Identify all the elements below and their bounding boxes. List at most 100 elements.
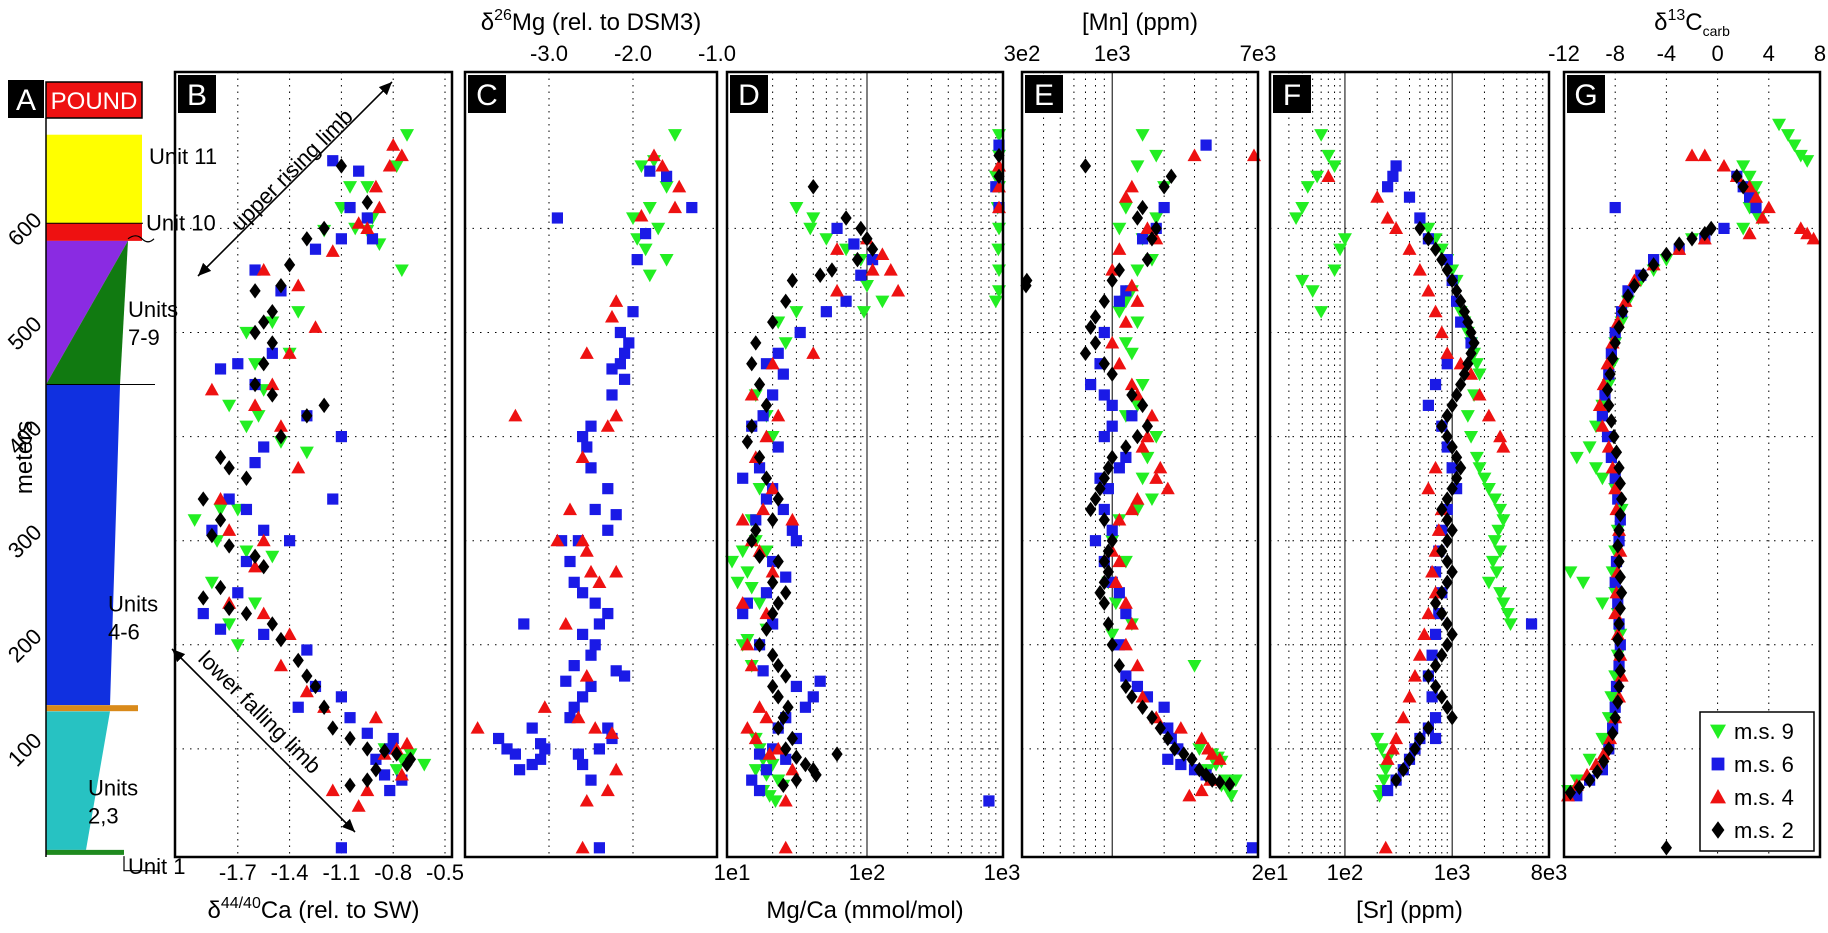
data-point: [1472, 462, 1487, 475]
data-point: [344, 777, 356, 794]
data-point: [1118, 596, 1133, 609]
lower-limb-label: lower falling limb: [193, 646, 326, 779]
data-point: [575, 840, 590, 854]
data-point: [1146, 231, 1158, 247]
data-point: [1337, 233, 1352, 246]
x-tick-label: 1e3: [1094, 41, 1131, 66]
data-point: [659, 254, 674, 267]
data-point: [806, 346, 821, 359]
data-point: [1469, 451, 1484, 465]
data-point: [1589, 757, 1603, 771]
data-point: [384, 743, 396, 755]
data-point: [1385, 741, 1400, 755]
data-point: [400, 129, 415, 142]
data-point: [993, 147, 1005, 164]
data-point: [614, 326, 626, 339]
data-point: [579, 669, 594, 682]
data-point: [361, 741, 373, 757]
data-point: [1614, 639, 1626, 651]
data-point: [1455, 376, 1467, 393]
data-point: [609, 294, 624, 307]
data-point: [1085, 378, 1097, 391]
data-point: [204, 576, 219, 590]
data-point: [258, 628, 270, 640]
data-point: [1564, 784, 1576, 801]
data-point: [638, 243, 653, 257]
data-point: [1327, 264, 1342, 278]
x-tick-label: -1.4: [271, 860, 309, 885]
data-point: [1425, 564, 1440, 578]
data-point: [1130, 160, 1145, 173]
data-point: [1380, 210, 1395, 224]
data-point: [249, 324, 261, 341]
data-point: [1085, 319, 1097, 335]
data-point: [602, 524, 614, 536]
data-point: [266, 347, 278, 359]
data-point: [883, 263, 898, 276]
data-point: [753, 548, 766, 565]
data-point: [1613, 460, 1625, 476]
data-point: [1605, 451, 1617, 464]
data-point: [1742, 226, 1757, 240]
data-point: [1205, 747, 1220, 760]
data-point: [1731, 168, 1743, 185]
data-point: [1613, 319, 1625, 335]
data-point: [1140, 221, 1155, 234]
data-point: [384, 784, 396, 797]
data-point: [572, 748, 584, 760]
data-point: [551, 212, 563, 224]
data-point: [593, 618, 605, 630]
data-point: [585, 680, 597, 693]
data-point: [1314, 306, 1329, 319]
data-point: [351, 799, 366, 812]
data-point: [214, 449, 227, 466]
data-point: [785, 762, 800, 776]
data-point: [585, 420, 597, 432]
data-point: [335, 431, 347, 443]
data-point: [746, 533, 758, 549]
data-point: [740, 721, 755, 734]
data-point: [213, 492, 228, 505]
data-point: [642, 201, 657, 215]
data-point: [1422, 399, 1434, 411]
unit-label: Unit 11: [149, 144, 217, 169]
data-point: [865, 263, 880, 276]
data-point: [891, 283, 906, 297]
data-point: [1113, 587, 1125, 599]
data-point: [1105, 335, 1120, 349]
panel-letter: C: [476, 79, 498, 112]
data-point: [327, 720, 339, 736]
data-point: [1616, 491, 1628, 507]
series-m-s-2: [1390, 220, 1480, 788]
data-point: [588, 721, 603, 734]
data-point: [807, 691, 819, 703]
y-tick-label: 200: [3, 624, 47, 668]
y-tick-label: 500: [3, 311, 47, 355]
unit-10-block: [46, 223, 142, 241]
data-point: [1431, 523, 1446, 536]
data-point: [1685, 148, 1699, 162]
data-point: [1124, 179, 1139, 193]
data-point: [1186, 751, 1198, 768]
data-point: [1130, 492, 1145, 505]
data-point: [1112, 222, 1127, 236]
data-point: [780, 571, 792, 583]
data-point: [655, 158, 670, 172]
data-point: [1563, 566, 1578, 579]
data-point: [240, 605, 253, 622]
data-point: [275, 277, 287, 294]
data-point: [258, 524, 270, 536]
data-point: [1736, 222, 1751, 236]
data-point: [1761, 200, 1776, 214]
data-point: [799, 756, 812, 773]
data-point: [760, 358, 773, 370]
data-point: [1136, 199, 1149, 216]
data-point: [780, 668, 792, 684]
data-point: [387, 732, 399, 745]
data-point: [1106, 524, 1118, 536]
data-point: [378, 769, 391, 781]
annotations: upper rising limb lower falling limb: [171, 81, 393, 833]
data-point: [772, 657, 784, 674]
data-point: [777, 777, 789, 794]
data-point: [240, 503, 253, 516]
